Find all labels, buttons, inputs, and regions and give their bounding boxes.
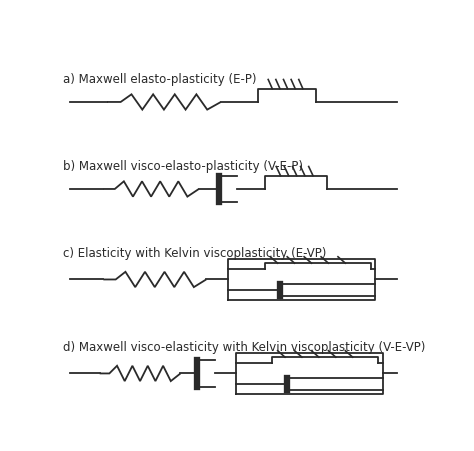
Text: c) Elasticity with Kelvin viscoplasticity (E-VP): c) Elasticity with Kelvin viscoplasticit… <box>63 247 326 259</box>
Text: d) Maxwell visco-elasticity with Kelvin viscoplasticity (V-E-VP): d) Maxwell visco-elasticity with Kelvin … <box>63 340 425 353</box>
Text: b) Maxwell visco-elasto-plasticity (V-E-P): b) Maxwell visco-elasto-plasticity (V-E-… <box>63 160 303 173</box>
Text: a) Maxwell elasto-plasticity (E-P): a) Maxwell elasto-plasticity (E-P) <box>63 73 256 86</box>
